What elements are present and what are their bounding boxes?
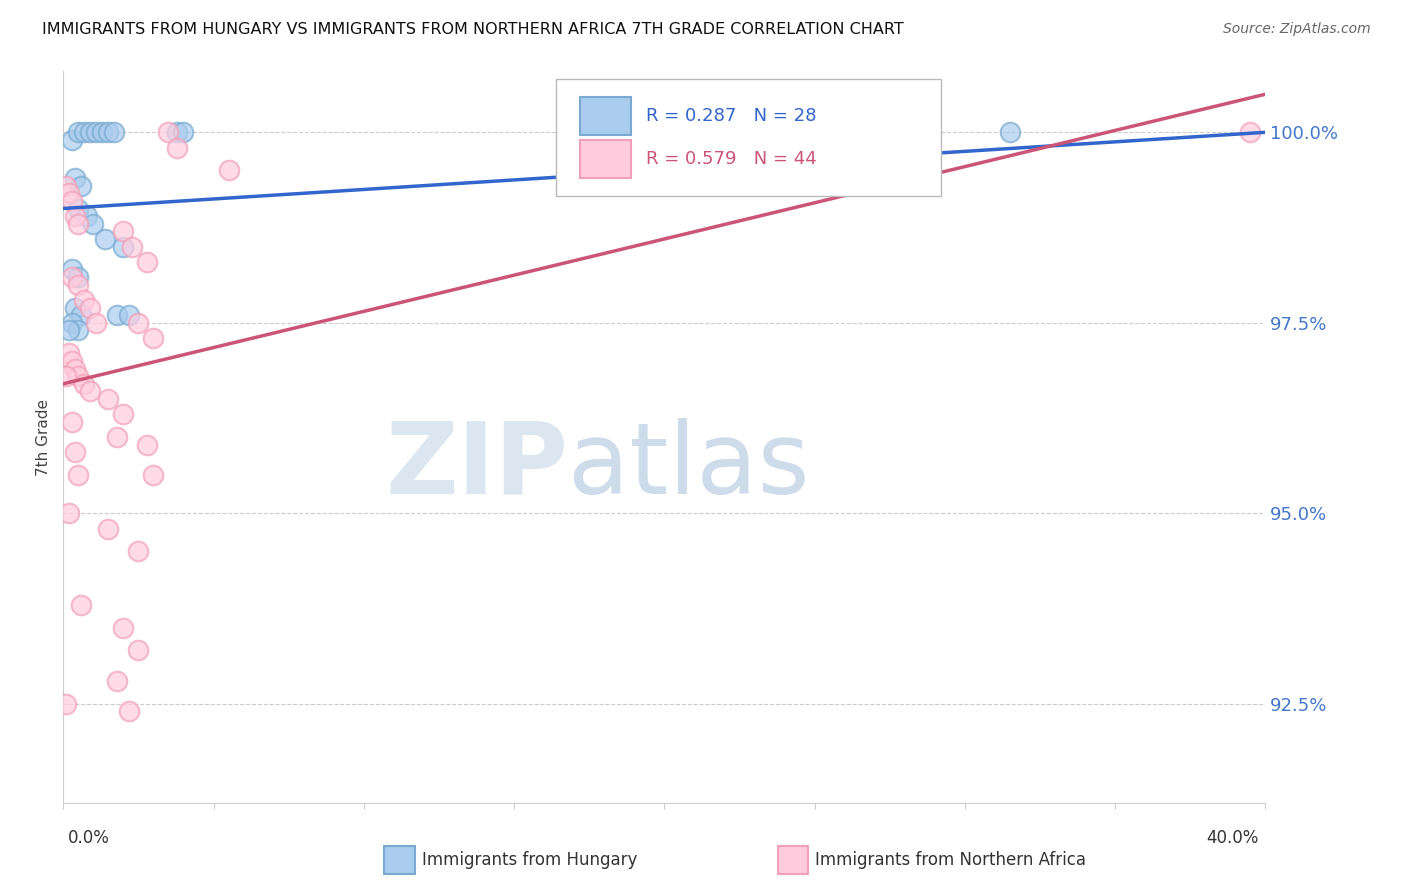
Point xyxy=(91,125,114,139)
Point xyxy=(142,331,165,345)
Point xyxy=(60,316,83,330)
Point xyxy=(65,445,87,459)
Point xyxy=(166,125,188,139)
Text: Immigrants from Hungary: Immigrants from Hungary xyxy=(422,851,637,869)
Point xyxy=(55,697,77,711)
Point xyxy=(60,354,83,368)
Point xyxy=(79,125,101,139)
Point xyxy=(67,125,90,139)
Point xyxy=(65,361,87,376)
Point xyxy=(65,171,87,186)
Point xyxy=(136,438,159,452)
Point xyxy=(79,384,101,399)
Point xyxy=(70,178,93,193)
Point xyxy=(79,301,101,315)
Point xyxy=(60,194,83,208)
Point xyxy=(112,224,135,238)
Point xyxy=(55,369,77,384)
Text: IMMIGRANTS FROM HUNGARY VS IMMIGRANTS FROM NORTHERN AFRICA 7TH GRADE CORRELATION: IMMIGRANTS FROM HUNGARY VS IMMIGRANTS FR… xyxy=(42,22,904,37)
Point xyxy=(86,316,108,330)
Point xyxy=(73,125,96,139)
Point xyxy=(97,125,120,139)
Point xyxy=(1239,125,1261,139)
Point xyxy=(60,133,83,147)
Y-axis label: 7th Grade: 7th Grade xyxy=(37,399,52,475)
Point xyxy=(166,140,188,154)
Text: atlas: atlas xyxy=(568,417,810,515)
Point xyxy=(67,369,90,384)
Point xyxy=(67,270,90,285)
Text: Immigrants from Northern Africa: Immigrants from Northern Africa xyxy=(815,851,1087,869)
Point xyxy=(127,643,149,657)
Point xyxy=(998,125,1021,139)
Point xyxy=(60,270,83,285)
Point xyxy=(105,308,128,322)
Point xyxy=(67,217,90,231)
Point xyxy=(136,255,159,269)
Point xyxy=(578,133,600,147)
FancyBboxPatch shape xyxy=(581,140,631,178)
Point xyxy=(105,430,128,444)
Point xyxy=(58,346,80,360)
Point xyxy=(94,232,117,246)
Point xyxy=(58,186,80,201)
Point xyxy=(65,301,87,315)
Point xyxy=(218,163,240,178)
Point xyxy=(67,323,90,337)
Text: R = 0.287   N = 28: R = 0.287 N = 28 xyxy=(647,107,817,125)
Point xyxy=(65,209,87,223)
Point xyxy=(127,316,149,330)
FancyBboxPatch shape xyxy=(581,97,631,135)
Text: 40.0%: 40.0% xyxy=(1206,829,1258,847)
Point xyxy=(172,125,194,139)
Point xyxy=(97,521,120,535)
Point xyxy=(142,468,165,483)
Point xyxy=(60,415,83,429)
Text: ZIP: ZIP xyxy=(385,417,568,515)
Point xyxy=(105,673,128,688)
Point xyxy=(118,704,141,718)
Point xyxy=(112,407,135,421)
Point xyxy=(67,277,90,292)
Point xyxy=(118,308,141,322)
Text: 0.0%: 0.0% xyxy=(67,829,110,847)
Point xyxy=(55,178,77,193)
Point xyxy=(67,468,90,483)
Point xyxy=(58,506,80,520)
Point xyxy=(60,262,83,277)
Point xyxy=(112,239,135,253)
Point xyxy=(157,125,180,139)
Point xyxy=(82,217,104,231)
Point xyxy=(70,598,93,612)
Point xyxy=(97,392,120,406)
Point xyxy=(73,376,96,391)
Text: R = 0.579   N = 44: R = 0.579 N = 44 xyxy=(647,150,817,168)
Text: Source: ZipAtlas.com: Source: ZipAtlas.com xyxy=(1223,22,1371,37)
FancyBboxPatch shape xyxy=(557,78,941,195)
Point xyxy=(112,621,135,635)
Point xyxy=(76,209,98,223)
Point xyxy=(103,125,125,139)
Point xyxy=(86,125,108,139)
Point xyxy=(652,140,676,154)
Point xyxy=(121,239,143,253)
Point xyxy=(67,202,90,216)
Point xyxy=(73,293,96,307)
Point xyxy=(58,323,80,337)
Point xyxy=(127,544,149,558)
Point xyxy=(70,308,93,322)
